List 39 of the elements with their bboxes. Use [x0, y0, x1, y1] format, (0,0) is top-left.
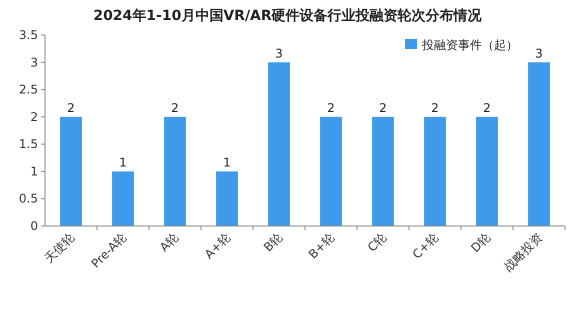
x-tick-label: B轮 — [260, 230, 286, 254]
x-tick-label: C+轮 — [410, 230, 442, 262]
bar — [268, 62, 290, 226]
y-tick-label: 3.5 — [18, 28, 38, 42]
bar — [164, 116, 186, 226]
x-tick-label: D轮 — [468, 230, 494, 256]
x-tick-label: 战略投资 — [501, 230, 546, 274]
y-tick-label: 0 — [30, 219, 38, 233]
data-label: 2 — [171, 100, 179, 115]
chart-title: 2024年1-10月中国VR/AR硬件设备行业投融资轮次分布情况 — [93, 8, 483, 24]
data-label: 3 — [535, 46, 543, 60]
bar — [60, 116, 82, 226]
data-label: 1 — [119, 155, 127, 170]
y-tick-label: 2 — [30, 110, 38, 124]
data-label: 2 — [67, 100, 75, 115]
bar — [320, 116, 342, 226]
bar — [424, 116, 446, 226]
data-label: 2 — [327, 100, 335, 115]
data-label: 2 — [483, 100, 491, 115]
x-tick-label: B+轮 — [306, 230, 338, 262]
bar — [528, 62, 550, 226]
y-tick-label: 1 — [30, 164, 38, 178]
data-label: 2 — [431, 100, 439, 115]
bar — [372, 116, 394, 226]
y-tick-label: 2.5 — [18, 82, 38, 97]
x-tick-label: A+轮 — [202, 230, 234, 262]
bar — [216, 171, 238, 226]
bar — [476, 116, 498, 226]
x-tick-label: C轮 — [364, 230, 390, 255]
y-tick-label: 1.5 — [18, 137, 38, 152]
bar — [112, 171, 134, 226]
legend-label: 投融资事件（起） — [421, 38, 518, 52]
data-label: 1 — [223, 155, 231, 170]
data-label: 2 — [379, 100, 387, 115]
y-tick-label: 3 — [30, 55, 38, 70]
x-tick-label: 天使轮 — [42, 230, 78, 266]
data-label: 3 — [275, 46, 283, 60]
x-tick-label: A轮 — [156, 230, 182, 254]
y-tick-label: 0.5 — [18, 192, 38, 206]
